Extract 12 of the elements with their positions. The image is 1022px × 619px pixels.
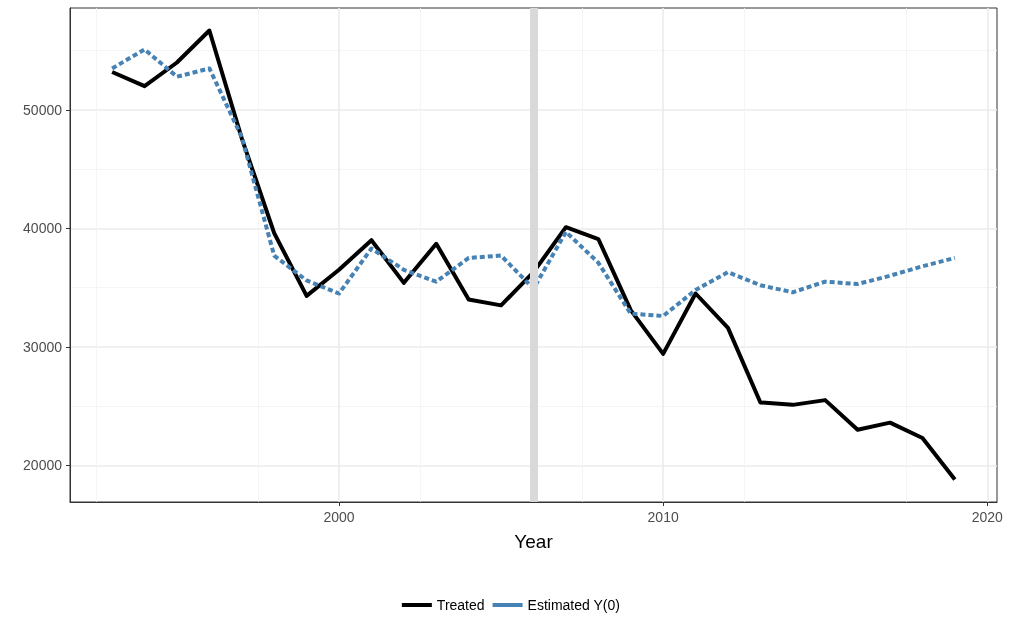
y-tick-label: 50000 — [23, 101, 63, 118]
y-tick-label: 40000 — [23, 220, 63, 237]
line-series — [110, 47, 957, 319]
x-axis-title: Year — [514, 531, 554, 552]
x-tick-label: 2020 — [971, 509, 1004, 525]
y-tick-label: 20000 — [23, 457, 63, 474]
x-tick-label: 2010 — [647, 509, 679, 525]
x-tick-label: 2000 — [323, 509, 355, 525]
legend-label: Estimated Y(0) — [527, 597, 620, 613]
legend-label: Treated — [436, 597, 485, 613]
line-series — [110, 28, 957, 482]
y-tick-label: 30000 — [23, 338, 63, 355]
